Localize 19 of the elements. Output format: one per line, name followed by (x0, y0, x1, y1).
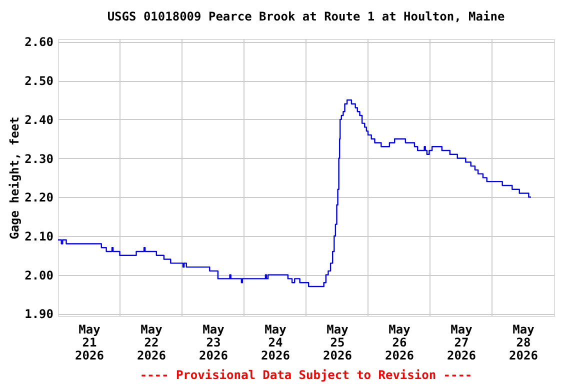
chart-title: USGS 01018009 Pearce Brook at Route 1 at Houlton, Maine (107, 10, 505, 24)
y-tick-label: 2.60 (24, 35, 54, 50)
x-tick-label: May 24 2026 (261, 322, 290, 362)
x-tick-label: May 28 2026 (509, 322, 538, 362)
x-tick-label: May 21 2026 (75, 322, 104, 362)
x-tick-label: May 27 2026 (447, 322, 476, 362)
y-tick-label: 2.00 (24, 268, 54, 282)
y-tick-label: 2.30 (24, 152, 54, 166)
y-axis-title: Gage height, feet (8, 116, 22, 240)
y-tick-label: 2.40 (24, 112, 54, 127)
y-tick-label: 1.90 (24, 307, 54, 322)
x-tick-label: May 25 2026 (323, 322, 352, 362)
x-tick-label: May 23 2026 (199, 322, 228, 362)
y-tick-label: 2.50 (24, 74, 54, 88)
x-tick-label: May 26 2026 (385, 322, 414, 362)
y-tick-label: 2.20 (24, 190, 54, 205)
y-tick-label: 2.10 (24, 229, 54, 244)
text: ---- Provisional Data Subject to Revision ---- (140, 368, 472, 382)
x-tick-label: May 22 2026 (137, 322, 166, 362)
